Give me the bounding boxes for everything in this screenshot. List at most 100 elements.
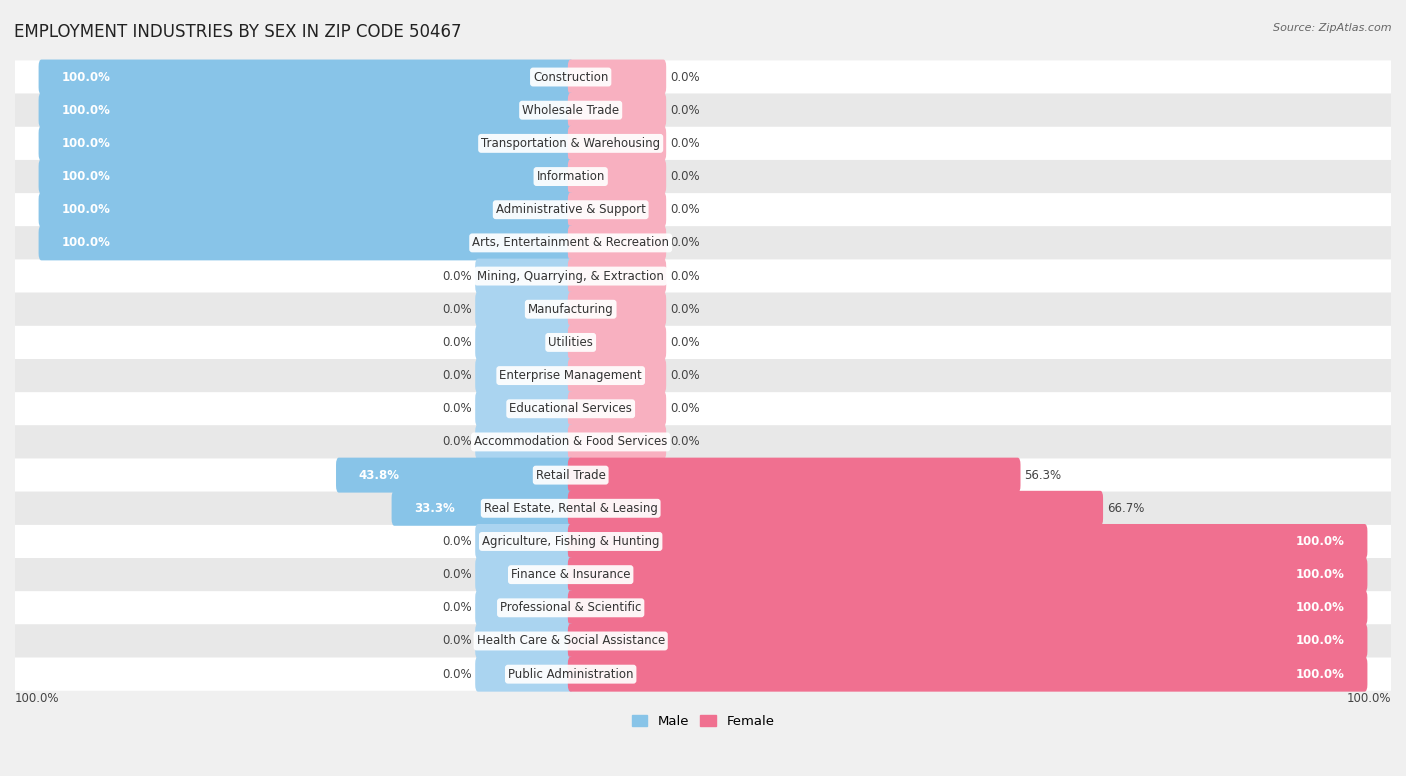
FancyBboxPatch shape (475, 391, 574, 426)
FancyBboxPatch shape (568, 524, 1368, 559)
Text: Source: ZipAtlas.com: Source: ZipAtlas.com (1274, 23, 1392, 33)
FancyBboxPatch shape (475, 591, 574, 625)
Text: 0.0%: 0.0% (669, 237, 700, 249)
Text: 100.0%: 100.0% (1296, 635, 1344, 647)
FancyBboxPatch shape (15, 591, 1391, 625)
Text: Transportation & Warehousing: Transportation & Warehousing (481, 137, 661, 150)
FancyBboxPatch shape (568, 591, 1368, 625)
Text: 0.0%: 0.0% (669, 71, 700, 84)
Text: Real Estate, Rental & Leasing: Real Estate, Rental & Leasing (484, 502, 658, 514)
FancyBboxPatch shape (475, 358, 574, 393)
FancyBboxPatch shape (568, 60, 666, 95)
Text: 0.0%: 0.0% (441, 667, 471, 681)
Text: 0.0%: 0.0% (441, 435, 471, 449)
Text: Retail Trade: Retail Trade (536, 469, 606, 482)
FancyBboxPatch shape (38, 60, 574, 95)
Text: 100.0%: 100.0% (62, 137, 110, 150)
Text: Mining, Quarrying, & Extraction: Mining, Quarrying, & Extraction (477, 269, 664, 282)
Text: 0.0%: 0.0% (669, 435, 700, 449)
FancyBboxPatch shape (568, 225, 666, 261)
Text: 0.0%: 0.0% (441, 635, 471, 647)
FancyBboxPatch shape (568, 656, 1368, 691)
FancyBboxPatch shape (475, 557, 574, 592)
Text: 0.0%: 0.0% (441, 303, 471, 316)
FancyBboxPatch shape (568, 292, 666, 327)
FancyBboxPatch shape (392, 490, 574, 526)
Text: 0.0%: 0.0% (441, 369, 471, 382)
FancyBboxPatch shape (38, 192, 574, 227)
Text: Wholesale Trade: Wholesale Trade (522, 104, 619, 116)
FancyBboxPatch shape (15, 193, 1391, 227)
Text: Construction: Construction (533, 71, 609, 84)
Text: Administrative & Support: Administrative & Support (496, 203, 645, 217)
FancyBboxPatch shape (15, 492, 1391, 525)
FancyBboxPatch shape (568, 623, 1368, 659)
FancyBboxPatch shape (475, 325, 574, 360)
Text: 56.3%: 56.3% (1024, 469, 1062, 482)
Text: 0.0%: 0.0% (441, 269, 471, 282)
Text: Educational Services: Educational Services (509, 402, 633, 415)
FancyBboxPatch shape (15, 558, 1391, 591)
Text: 0.0%: 0.0% (669, 369, 700, 382)
Text: 0.0%: 0.0% (441, 336, 471, 349)
Text: 100.0%: 100.0% (1296, 568, 1344, 581)
Text: 0.0%: 0.0% (669, 303, 700, 316)
FancyBboxPatch shape (38, 225, 574, 261)
Text: 0.0%: 0.0% (669, 402, 700, 415)
FancyBboxPatch shape (568, 424, 666, 459)
Text: Utilities: Utilities (548, 336, 593, 349)
Text: 0.0%: 0.0% (441, 568, 471, 581)
FancyBboxPatch shape (475, 424, 574, 459)
FancyBboxPatch shape (475, 524, 574, 559)
FancyBboxPatch shape (15, 625, 1391, 657)
FancyBboxPatch shape (568, 126, 666, 161)
FancyBboxPatch shape (475, 623, 574, 659)
Legend: Male, Female: Male, Female (626, 709, 780, 733)
Text: 100.0%: 100.0% (1296, 601, 1344, 615)
Text: 43.8%: 43.8% (359, 469, 399, 482)
Text: 0.0%: 0.0% (669, 269, 700, 282)
FancyBboxPatch shape (568, 325, 666, 360)
FancyBboxPatch shape (475, 656, 574, 691)
FancyBboxPatch shape (15, 392, 1391, 425)
FancyBboxPatch shape (568, 358, 666, 393)
FancyBboxPatch shape (15, 293, 1391, 326)
Text: Health Care & Social Assistance: Health Care & Social Assistance (477, 635, 665, 647)
FancyBboxPatch shape (38, 126, 574, 161)
FancyBboxPatch shape (568, 490, 1104, 526)
Text: Agriculture, Fishing & Hunting: Agriculture, Fishing & Hunting (482, 535, 659, 548)
Text: 100.0%: 100.0% (1296, 667, 1344, 681)
Text: 100.0%: 100.0% (62, 237, 110, 249)
Text: Information: Information (537, 170, 605, 183)
Text: 0.0%: 0.0% (669, 170, 700, 183)
Text: 100.0%: 100.0% (62, 170, 110, 183)
FancyBboxPatch shape (15, 126, 1391, 160)
FancyBboxPatch shape (475, 292, 574, 327)
Text: Finance & Insurance: Finance & Insurance (510, 568, 630, 581)
Text: 100.0%: 100.0% (1347, 691, 1391, 705)
FancyBboxPatch shape (15, 657, 1391, 691)
Text: 0.0%: 0.0% (669, 336, 700, 349)
FancyBboxPatch shape (38, 159, 574, 194)
Text: 0.0%: 0.0% (441, 402, 471, 415)
Text: Professional & Scientific: Professional & Scientific (501, 601, 641, 615)
Text: 100.0%: 100.0% (62, 104, 110, 116)
FancyBboxPatch shape (568, 92, 666, 128)
FancyBboxPatch shape (568, 391, 666, 426)
Text: Accommodation & Food Services: Accommodation & Food Services (474, 435, 668, 449)
Text: 0.0%: 0.0% (669, 104, 700, 116)
FancyBboxPatch shape (15, 359, 1391, 392)
FancyBboxPatch shape (475, 258, 574, 293)
Text: Manufacturing: Manufacturing (527, 303, 613, 316)
Text: EMPLOYMENT INDUSTRIES BY SEX IN ZIP CODE 50467: EMPLOYMENT INDUSTRIES BY SEX IN ZIP CODE… (14, 23, 461, 41)
FancyBboxPatch shape (15, 326, 1391, 359)
Text: 0.0%: 0.0% (441, 535, 471, 548)
Text: 100.0%: 100.0% (15, 691, 59, 705)
Text: 0.0%: 0.0% (441, 601, 471, 615)
Text: 66.7%: 66.7% (1107, 502, 1144, 514)
Text: Arts, Entertainment & Recreation: Arts, Entertainment & Recreation (472, 237, 669, 249)
FancyBboxPatch shape (15, 259, 1391, 293)
Text: 0.0%: 0.0% (669, 137, 700, 150)
Text: 100.0%: 100.0% (1296, 535, 1344, 548)
FancyBboxPatch shape (568, 458, 1021, 493)
